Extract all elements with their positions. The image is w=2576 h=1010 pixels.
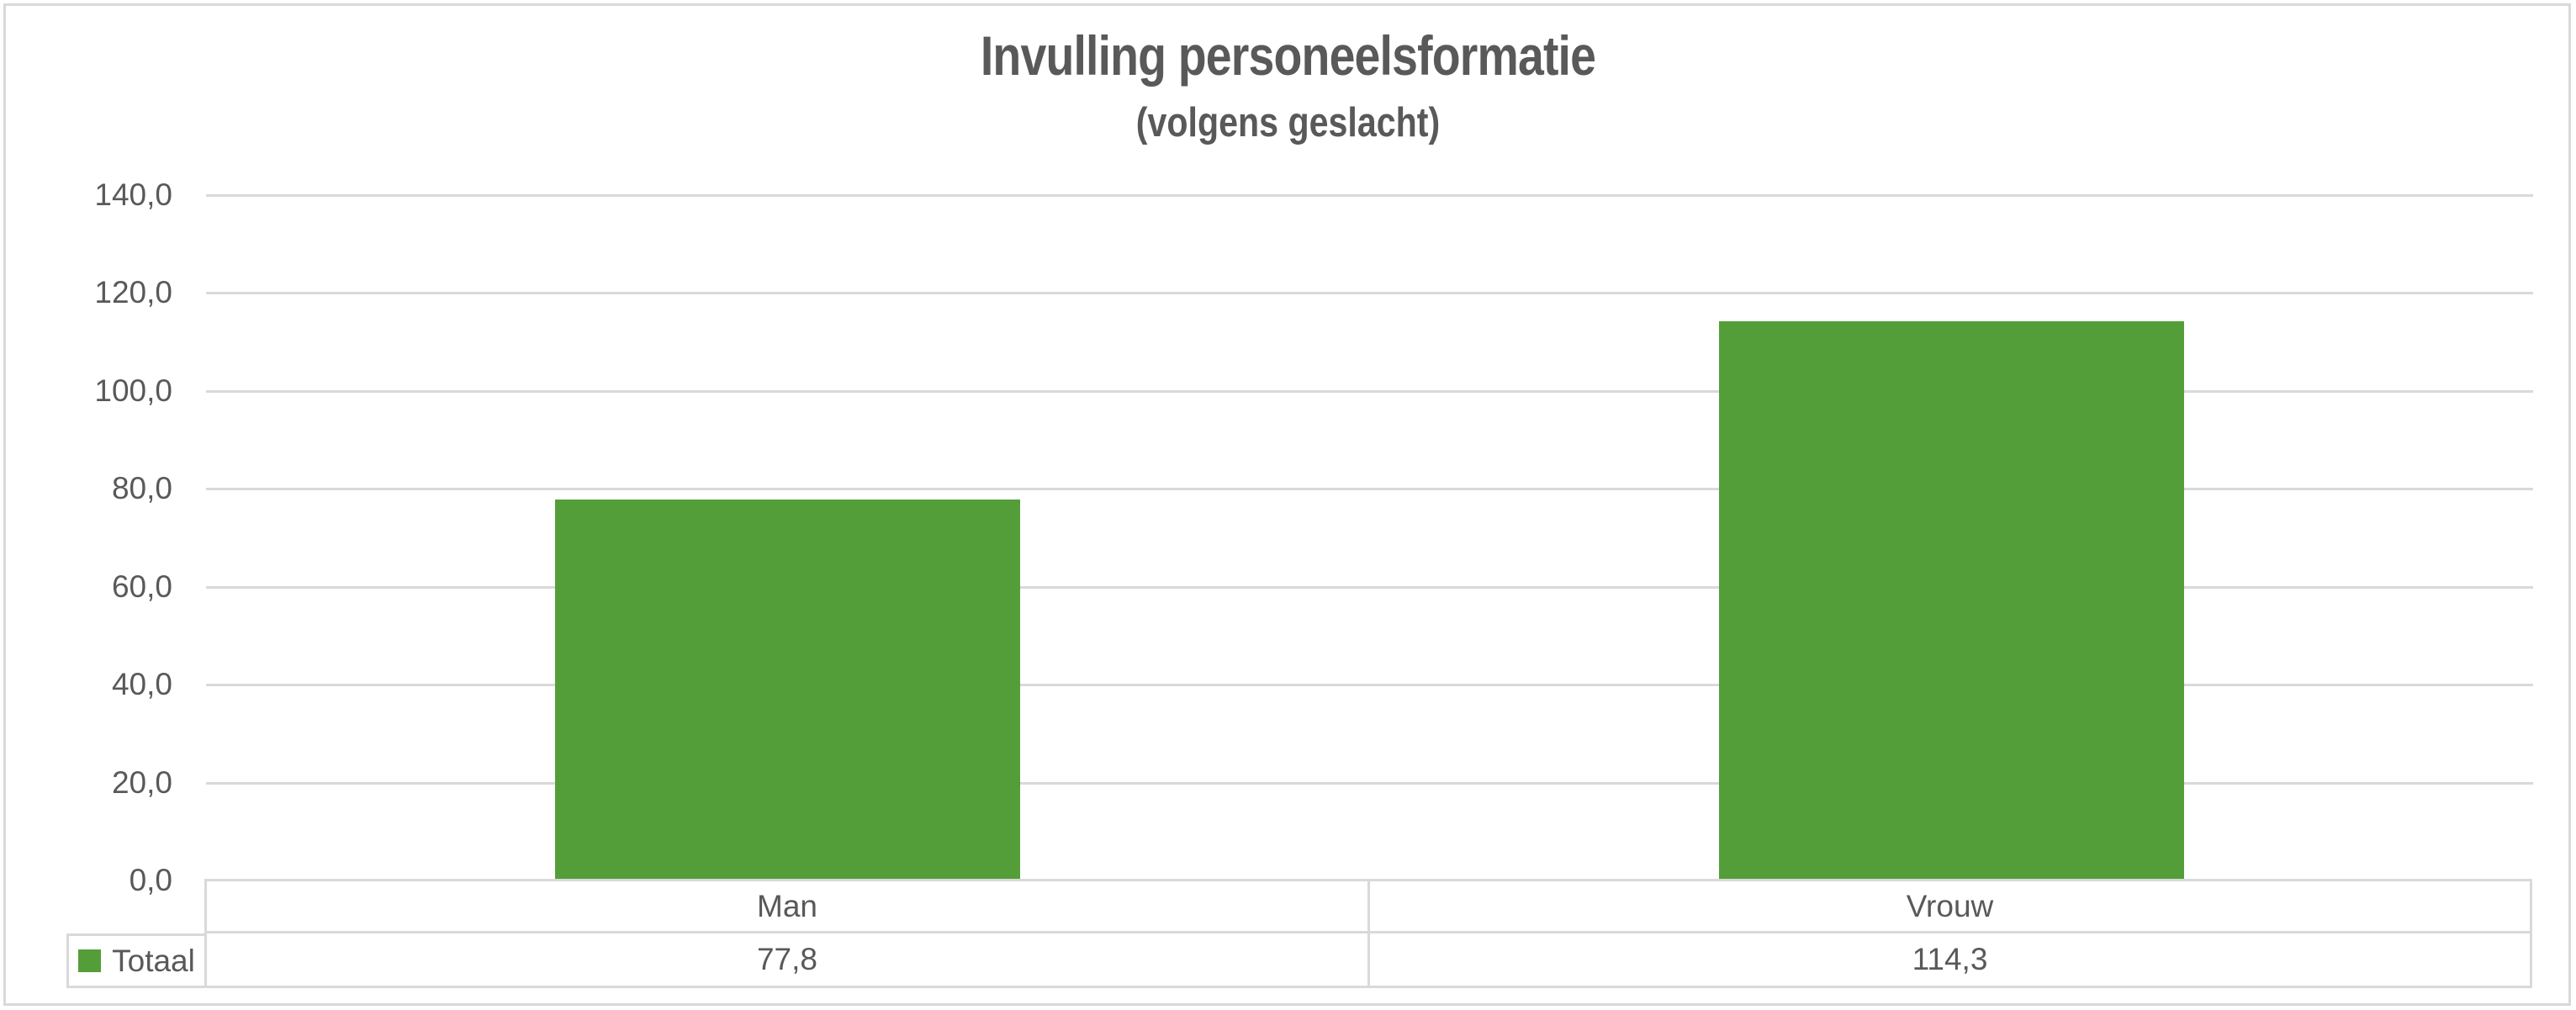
gridline-80 <box>206 488 2533 491</box>
data-table-value-man: 77,8 <box>207 933 1370 986</box>
y-axis-label-120: 120,0 <box>94 275 172 310</box>
gridline-60 <box>206 585 2533 589</box>
data-table-value-vrouw: 114,3 <box>1912 942 1988 976</box>
data-table-category-vrouw: Vrouw <box>1370 881 2530 933</box>
y-axis-label-100: 100,0 <box>94 373 172 408</box>
gridline-140 <box>206 194 2533 197</box>
bar-man <box>555 500 1020 880</box>
legend: Totaal <box>66 933 204 988</box>
gridline-120 <box>206 292 2533 295</box>
y-axis-label-0: 0,0 <box>129 863 172 897</box>
data-table: Man Vrouw 77,8 114,3 <box>204 879 2532 988</box>
plot-area <box>206 194 2533 880</box>
legend-series-label: Totaal <box>112 943 195 978</box>
chart-subtitle: (volgens geslacht) <box>1135 100 1441 145</box>
chart-title: Invulling personeelsformatie <box>980 24 1596 87</box>
gridline-20 <box>206 781 2533 785</box>
y-axis-label-80: 80,0 <box>111 471 172 506</box>
data-table-category-man: Man <box>207 881 1370 933</box>
bar-vrouw <box>1719 320 2184 880</box>
gridline-100 <box>206 389 2533 393</box>
gridline-40 <box>206 684 2533 687</box>
y-axis-label-60: 60,0 <box>111 568 172 604</box>
y-axis-label-20: 20,0 <box>111 764 172 800</box>
y-axis-label-140: 140,0 <box>94 177 172 212</box>
y-axis-label-40: 40,0 <box>111 667 172 702</box>
legend-color-swatch-icon <box>78 949 102 972</box>
